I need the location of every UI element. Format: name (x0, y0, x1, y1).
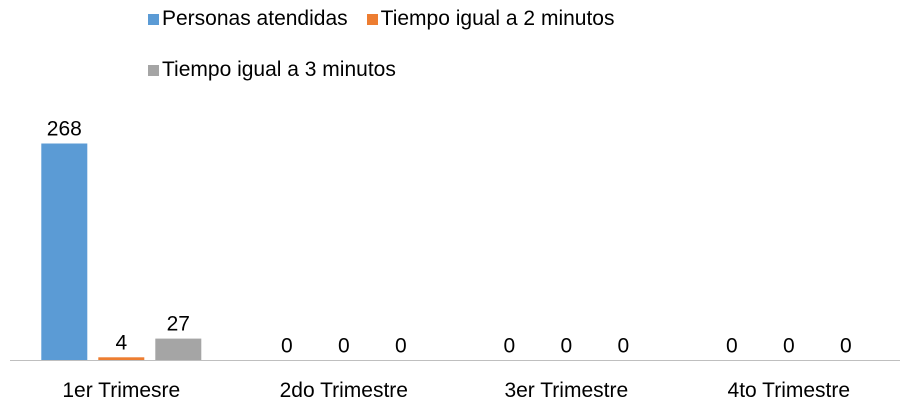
data-label-4-series-1: 0 (726, 335, 738, 358)
data-label-3-series-2: 0 (560, 335, 572, 358)
data-label-3-series-1: 0 (503, 335, 515, 358)
x-tick-label-3: 3er Trimestre (504, 379, 628, 402)
legend-label-tiempo-2-minutos: Tiempo igual a 2 minutos (380, 7, 615, 30)
legend-row-1: Personas atendidas Tiempo igual a 2 minu… (148, 7, 614, 31)
legend-swatch-tiempo-3-minutos (148, 64, 159, 76)
data-label-2-series-2: 0 (338, 335, 350, 358)
data-label-2-series-1: 0 (281, 335, 293, 358)
data-label-1-series-2: 4 (115, 331, 127, 354)
bar-1-series-2 (98, 357, 145, 361)
legend-label-personas-atendidas: Personas atendidas (162, 7, 348, 30)
x-tick-label-4: 4to Trimestre (728, 379, 851, 402)
data-label-3-series-3: 0 (617, 335, 629, 358)
data-label-1-series-1: 268 (47, 118, 82, 141)
legend-row-2: Tiempo igual a 3 minutos (148, 58, 396, 82)
x-tick-label-2: 2do Trimestre (280, 379, 408, 402)
legend-swatch-tiempo-2-minutos (366, 13, 378, 25)
data-label-2-series-3: 0 (395, 335, 407, 358)
data-label-1-series-3: 27 (167, 313, 190, 336)
x-tick-label-1: 1er Trimesre (62, 379, 180, 402)
legend-label-tiempo-3-minutos: Tiempo igual a 3 minutos (162, 58, 396, 81)
bar-1-series-3 (155, 338, 202, 361)
data-label-4-series-3: 0 (840, 335, 852, 358)
data-label-4-series-2: 0 (783, 335, 795, 358)
bar-1-series-1 (41, 143, 88, 361)
legend-swatch-personas-atendidas (148, 13, 159, 25)
